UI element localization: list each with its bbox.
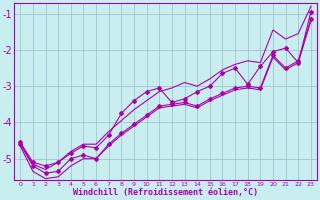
X-axis label: Windchill (Refroidissement éolien,°C): Windchill (Refroidissement éolien,°C) — [73, 188, 258, 197]
